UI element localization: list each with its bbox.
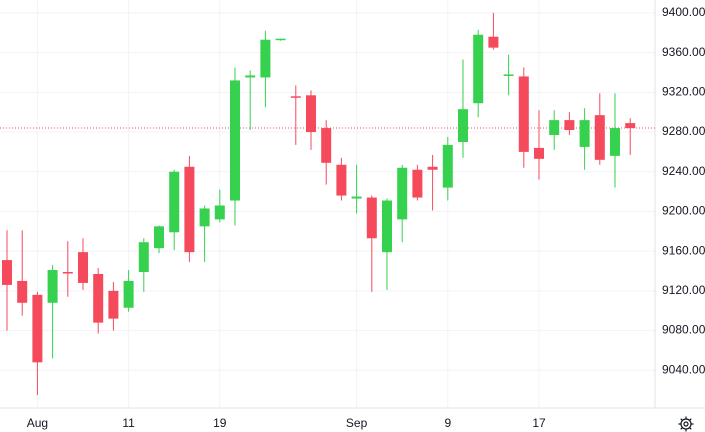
- x-tick-label: Aug: [27, 416, 48, 430]
- candle-body: [199, 208, 210, 227]
- candle-body: [32, 294, 43, 363]
- candle-body: [473, 34, 484, 104]
- candle-body: [275, 38, 286, 41]
- x-tick-label: 9: [444, 416, 451, 430]
- candle-body: [260, 39, 271, 78]
- candle-body: [184, 166, 195, 253]
- candle-body: [2, 260, 12, 285]
- candle-body: [610, 128, 620, 156]
- candle-body: [351, 196, 362, 199]
- x-tick-label: 17: [532, 416, 546, 430]
- candle-body: [47, 270, 58, 303]
- y-tick-label: 9280.00: [662, 124, 705, 138]
- candle-body: [534, 147, 544, 159]
- candle-body: [397, 167, 408, 220]
- candle-body: [154, 226, 164, 249]
- candle-body: [564, 120, 575, 131]
- y-tick-label: 9360.00: [662, 45, 705, 59]
- candle-body: [336, 164, 347, 196]
- candle-body: [366, 197, 377, 239]
- candle-body: [214, 205, 225, 220]
- candle-body: [138, 242, 149, 272]
- candle-body: [442, 144, 453, 188]
- candle-body: [503, 74, 514, 76]
- y-tick-label: 9240.00: [662, 164, 705, 178]
- candle-body: [306, 95, 316, 133]
- y-tick-label: 9160.00: [662, 243, 705, 257]
- candle-body: [62, 272, 73, 274]
- y-tick-label: 9200.00: [662, 204, 705, 218]
- candle-body: [123, 280, 134, 308]
- candle-body: [594, 115, 605, 160]
- candle-body: [625, 123, 636, 129]
- candle-body: [488, 36, 499, 48]
- candle-body: [17, 280, 28, 303]
- candle-body: [245, 75, 256, 78]
- candle-body: [321, 128, 332, 163]
- settings-icon[interactable]: [678, 416, 694, 432]
- candle-body: [230, 80, 240, 201]
- candle-body: [108, 290, 119, 319]
- candle-body: [549, 120, 560, 136]
- y-tick-label: 9040.00: [662, 362, 705, 376]
- candle-body: [78, 252, 88, 283]
- y-tick-label: 9320.00: [662, 84, 705, 98]
- y-tick-label: 9120.00: [662, 283, 705, 297]
- candle-body: [579, 120, 590, 147]
- candle-body: [427, 166, 438, 170]
- candle-body: [290, 96, 301, 98]
- x-tick-label: Sep: [346, 416, 368, 430]
- y-tick-label: 9400.00: [662, 5, 705, 19]
- x-tick-label: 19: [213, 416, 227, 430]
- candle-body: [412, 169, 423, 198]
- candle-body: [93, 273, 104, 323]
- candle-body: [518, 76, 529, 152]
- candle-body: [382, 200, 392, 253]
- candle-body: [169, 171, 180, 233]
- y-tick-label: 9080.00: [662, 323, 705, 337]
- candle-body: [458, 109, 468, 142]
- x-tick-label: 11: [122, 416, 135, 430]
